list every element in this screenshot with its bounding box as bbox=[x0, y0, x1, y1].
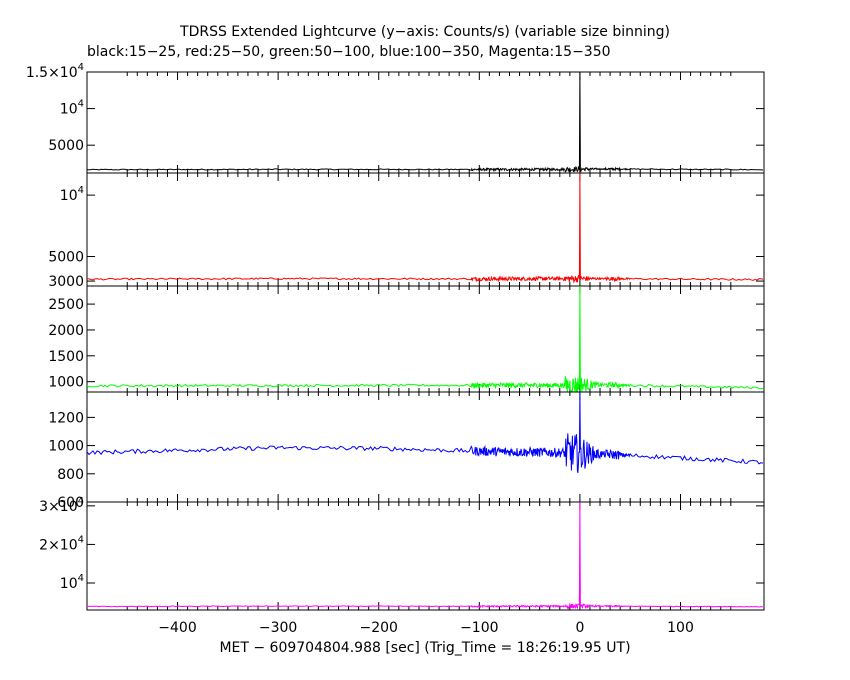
y-tick-label: 1000 bbox=[48, 375, 84, 391]
x-tick-label: −200 bbox=[359, 620, 397, 636]
y-tick-base: 10 bbox=[60, 576, 78, 592]
panel-frame bbox=[86, 172, 765, 287]
y-tick-base: 5000 bbox=[48, 250, 84, 266]
panel-frame bbox=[86, 391, 765, 503]
panel-frame bbox=[86, 501, 765, 611]
y-tick-label: 1500 bbox=[48, 349, 84, 365]
panel-3: 600 800 1000 1200 bbox=[48, 391, 765, 511]
series-line-0 bbox=[86, 71, 764, 173]
chart-title: TDRSS Extended Lightcurve (y−axis: Count… bbox=[180, 24, 670, 40]
panel-frame bbox=[86, 285, 765, 393]
y-tick-base: 3000 bbox=[48, 274, 84, 290]
y-tick-label: 600 bbox=[57, 495, 84, 511]
y-tick-base: 1000 bbox=[48, 375, 84, 391]
y-tick-exponent: 4 bbox=[78, 62, 84, 73]
y-tick-base: 800 bbox=[57, 467, 84, 483]
y-tick-label: 3×104 bbox=[39, 496, 84, 515]
y-tick-label: 3000 bbox=[48, 274, 84, 290]
chart-subtitle: black:15−25, red:25−50, green:50−100, bl… bbox=[87, 44, 611, 60]
series-line-3 bbox=[86, 391, 764, 474]
x-tick-label: −300 bbox=[259, 620, 297, 636]
panel-1: 3000 5000 104 bbox=[48, 172, 765, 290]
y-tick-base: 600 bbox=[57, 495, 84, 511]
y-tick-base: 10 bbox=[60, 102, 78, 118]
y-tick-base: 1.5×10 bbox=[26, 65, 78, 81]
y-tick-base: 1500 bbox=[48, 349, 84, 365]
x-tick-label: −100 bbox=[460, 620, 498, 636]
y-tick-label: 2×104 bbox=[39, 534, 84, 553]
y-tick-label: 104 bbox=[60, 573, 84, 592]
y-tick-exponent: 4 bbox=[78, 99, 84, 110]
y-tick-label: 800 bbox=[57, 467, 84, 483]
y-tick-exponent: 4 bbox=[78, 496, 84, 507]
x-tick-label: 100 bbox=[667, 620, 694, 636]
y-tick-base: 5000 bbox=[48, 138, 84, 154]
x-tick-label: −400 bbox=[158, 620, 196, 636]
series-line-1 bbox=[86, 172, 764, 284]
y-tick-label: 5000 bbox=[48, 138, 84, 154]
y-tick-label: 104 bbox=[60, 99, 84, 118]
panel-2: 1000 1500 2000 2500 bbox=[48, 285, 765, 393]
y-tick-label: 1200 bbox=[48, 410, 84, 426]
y-tick-label: 2000 bbox=[48, 323, 84, 339]
series-line-4 bbox=[86, 501, 763, 611]
y-tick-label: 5000 bbox=[48, 250, 84, 266]
y-tick-exponent: 4 bbox=[78, 573, 84, 584]
y-tick-base: 1000 bbox=[48, 439, 84, 455]
y-tick-exponent: 4 bbox=[78, 185, 84, 196]
y-tick-base: 2×10 bbox=[39, 537, 77, 553]
series-line-2 bbox=[86, 285, 764, 393]
y-tick-base: 2500 bbox=[48, 297, 84, 313]
y-tick-base: 1200 bbox=[48, 410, 84, 426]
x-axis-label: MET − 609704804.988 [sec] (Trig_Time = 1… bbox=[219, 640, 631, 656]
y-tick-base: 10 bbox=[60, 188, 78, 204]
y-tick-base: 3×10 bbox=[39, 499, 77, 515]
panel-frame bbox=[86, 71, 765, 174]
y-tick-base: 2000 bbox=[48, 323, 84, 339]
y-tick-exponent: 4 bbox=[78, 534, 84, 545]
y-tick-label: 104 bbox=[60, 185, 84, 204]
x-tick-label: 0 bbox=[575, 620, 584, 636]
panels-group: 50001041.5×10430005000104100015002000250… bbox=[26, 62, 765, 636]
y-tick-label: 2500 bbox=[48, 297, 84, 313]
y-tick-label: 1.5×104 bbox=[26, 62, 84, 81]
y-tick-label: 1000 bbox=[48, 439, 84, 455]
